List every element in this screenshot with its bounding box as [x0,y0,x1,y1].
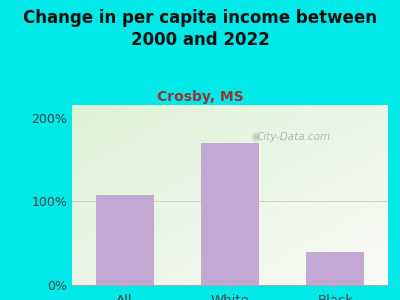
Text: Change in per capita income between
2000 and 2022: Change in per capita income between 2000… [23,9,377,49]
Bar [96,195,154,285]
Bar [201,143,259,285]
Text: Crosby, MS: Crosby, MS [157,90,243,104]
Bar [306,251,364,285]
Text: ◉: ◉ [250,132,260,142]
Text: City-Data.com: City-Data.com [256,132,330,142]
